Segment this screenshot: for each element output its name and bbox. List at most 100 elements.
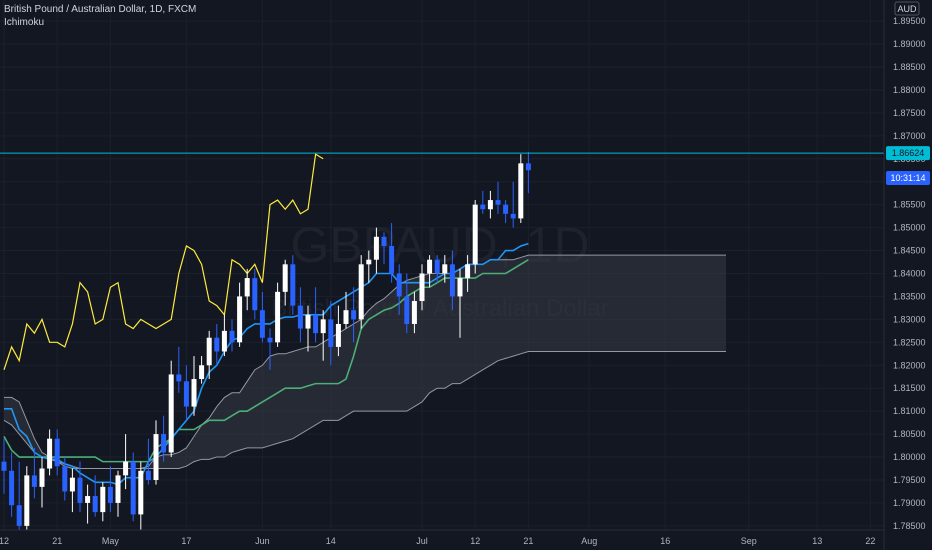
candle-body <box>123 461 129 476</box>
candle-body <box>9 470 15 506</box>
y-tick-label: 1.78500 <box>893 521 926 531</box>
y-tick-label: 1.84000 <box>893 268 926 278</box>
y-tick-label: 1.89500 <box>893 16 926 26</box>
y-tick-label: 1.82500 <box>893 337 926 347</box>
candle-body <box>199 365 205 380</box>
candles <box>1 151 531 531</box>
candle-body <box>404 296 410 324</box>
x-tick-label: Sep <box>741 536 757 546</box>
x-tick-label: 21 <box>523 536 533 546</box>
x-tick-label: 14 <box>326 536 336 546</box>
candle-body <box>214 337 220 352</box>
candle-body <box>259 310 265 338</box>
candle-body <box>465 264 471 279</box>
candle-body <box>449 264 455 297</box>
candle-body <box>495 200 501 205</box>
candle-body <box>427 259 433 274</box>
y-tick-label: 1.87500 <box>893 108 926 118</box>
y-tick-label: 1.79000 <box>893 498 926 508</box>
candle-body <box>267 337 273 343</box>
y-tick-label: 1.87000 <box>893 131 926 141</box>
candle-body <box>343 310 349 324</box>
candle-body <box>176 374 182 382</box>
candle-body <box>328 319 334 347</box>
price-tags: 1.86624 10:31:14 <box>886 146 930 185</box>
candle-body <box>31 475 37 487</box>
candle-body <box>525 163 531 171</box>
countdown-label: 10:31:14 <box>890 173 925 183</box>
candle-body <box>282 264 288 292</box>
candle-body <box>396 273 402 297</box>
candle-body <box>442 264 448 274</box>
candle-body <box>313 314 319 334</box>
candle-body <box>503 204 509 214</box>
conversion-line <box>4 242 529 486</box>
candle-body <box>411 301 417 324</box>
candle-body <box>275 291 281 343</box>
candle-body <box>358 264 364 320</box>
y-tick-label: 1.83000 <box>893 314 926 324</box>
price-axis[interactable] <box>884 0 932 550</box>
currency-box <box>894 1 920 16</box>
y-tick-label: 1.82000 <box>893 360 926 370</box>
y-tick-label: 1.80000 <box>893 452 926 462</box>
candle-body <box>24 475 30 526</box>
y-tick-label: 1.83500 <box>893 291 926 301</box>
candle-body <box>92 496 98 513</box>
candle-body <box>366 259 372 265</box>
base-line <box>3 259 529 463</box>
candle-body <box>1 461 7 471</box>
last-price-label: 1.86624 <box>892 148 925 158</box>
candle-body <box>229 330 235 343</box>
candle-body <box>168 374 174 453</box>
candle-body <box>237 296 243 343</box>
candle-body <box>161 434 167 453</box>
candle-body <box>54 438 60 467</box>
countdown-tag <box>886 171 930 185</box>
y-tick-label: 1.88000 <box>893 85 926 95</box>
candle-body <box>206 337 212 366</box>
candle-body <box>77 477 83 503</box>
x-tick-label: 21 <box>52 536 62 546</box>
x-tick-label: 13 <box>812 536 822 546</box>
candle-body <box>244 278 250 297</box>
candle-body <box>297 305 303 329</box>
x-tick-label: Aug <box>581 536 597 546</box>
candle-body <box>107 486 113 503</box>
y-tick-label: 1.81500 <box>893 383 926 393</box>
candle-body <box>480 204 486 210</box>
candle-body <box>69 477 75 492</box>
candle-body <box>419 273 425 302</box>
candle-body <box>221 330 227 352</box>
candle-body <box>115 475 121 503</box>
currency-label: AUD <box>897 4 917 14</box>
y-tick-label: 1.88500 <box>893 62 926 72</box>
x-tick-label: 22 <box>865 536 875 546</box>
candle-body <box>47 438 53 469</box>
candle-body <box>145 470 151 480</box>
y-tick-label: 1.89000 <box>893 39 926 49</box>
x-tick-label: 16 <box>660 536 670 546</box>
candle-body <box>389 245 395 274</box>
x-tick-label: 12 <box>470 536 480 546</box>
y-tick-label: 1.85000 <box>893 223 926 233</box>
y-tick-label: 1.85500 <box>893 200 926 210</box>
candle-body <box>335 323 341 347</box>
candle-body <box>85 496 91 503</box>
x-tick-label: 17 <box>181 536 191 546</box>
candle-body <box>434 259 440 274</box>
x-tick-label: Jun <box>255 536 270 546</box>
y-tick-label: 1.80500 <box>893 429 926 439</box>
candle-body <box>457 278 463 297</box>
x-tick-label: 12 <box>0 536 9 546</box>
candle-body <box>510 213 516 219</box>
candle-body <box>381 236 387 246</box>
indicator-label[interactable]: Ichimoku <box>4 17 45 28</box>
y-tick-labels: 1.78500 1.79000 1.79500 1.80000 1.80500 1.810… <box>893 16 926 531</box>
lagging-span-line <box>3 153 324 371</box>
y-tick-label: 1.79500 <box>893 475 926 485</box>
candle-body <box>252 278 258 311</box>
candle-body <box>191 379 197 407</box>
candle-body <box>16 505 22 526</box>
